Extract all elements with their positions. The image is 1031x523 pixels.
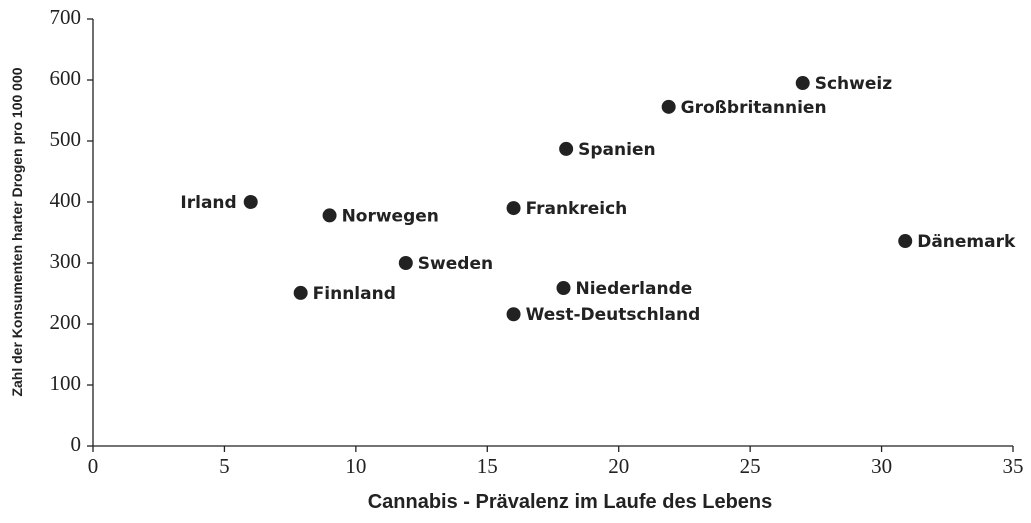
point-label: Großbritannien [681,98,827,118]
point-label: Schweiz [815,74,892,94]
x-tick-label: 35 [1003,454,1024,478]
x-tick-label: 20 [608,454,629,478]
point-label: Sweden [418,254,493,274]
x-tick-label: 5 [219,454,230,478]
point [661,99,676,114]
point [556,281,571,296]
y-tick-label: 500 [50,127,82,151]
point-label: West-Deutschland [526,305,701,325]
x-axis-label: Cannabis - Prävalenz im Laufe des Lebens [368,491,773,513]
point [322,208,337,223]
point [506,201,521,216]
point-label: Irland [180,193,236,213]
point-label: Dänemark [917,232,1016,252]
y-tick-label: 100 [50,371,82,395]
y-tick-label: 200 [50,310,82,334]
point [293,285,308,300]
point-label: Norwegen [342,206,439,226]
point [898,234,913,249]
x-tick-label: 10 [345,454,366,478]
point-label: Spanien [578,140,655,160]
y-tick-label: 300 [50,249,82,273]
point [559,141,574,156]
y-axis-label: Zahl der Konsumenten harter Drogen pro 1… [9,67,25,396]
x-tick-label: 30 [871,454,892,478]
point [506,307,521,322]
y-tick-label: 400 [50,188,82,212]
y-tick-label: 600 [50,66,82,90]
point-label: Finnland [313,284,396,304]
point-label: Frankreich [526,199,628,219]
y-tick-label: 700 [50,5,82,29]
x-tick-label: 0 [88,454,99,478]
point [795,76,810,91]
point-label: Niederlande [576,279,693,299]
point [243,195,258,209]
point [398,256,413,270]
y-tick-label: 0 [71,432,82,456]
x-tick-label: 25 [740,454,761,478]
x-tick-label: 15 [477,454,498,478]
